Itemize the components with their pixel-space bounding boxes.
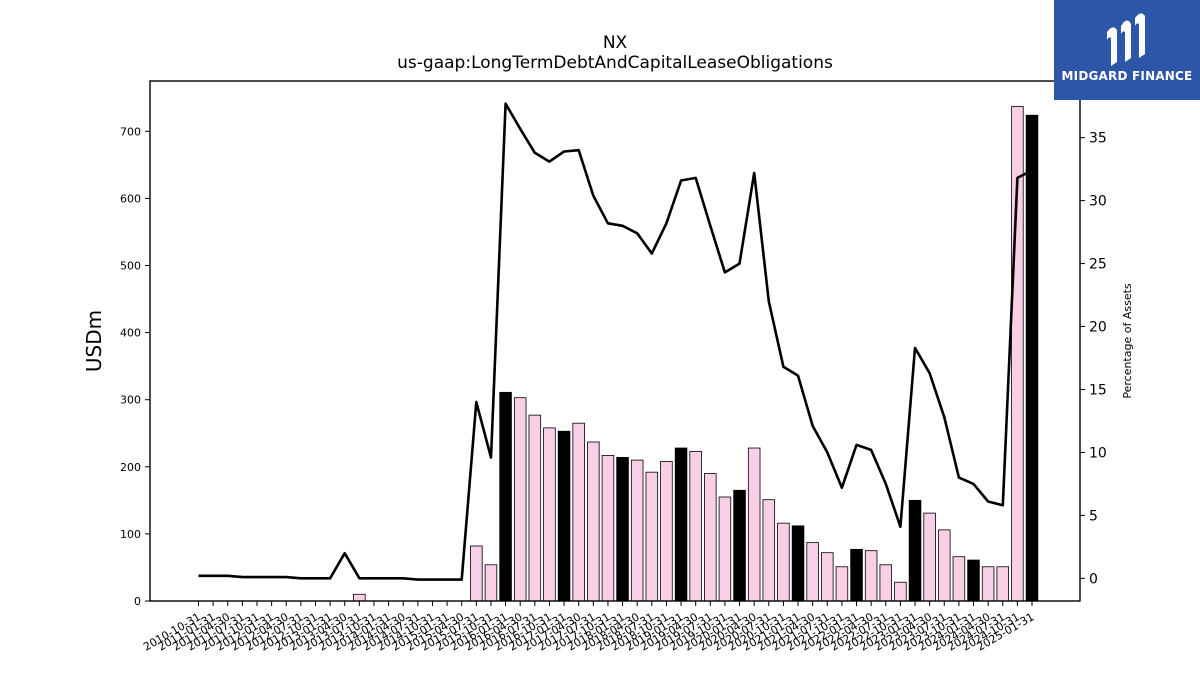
bar-2013-07-31 — [353, 593, 366, 602]
bar-2022-10-31 — [894, 581, 907, 602]
bar-2025-01-31 — [1025, 114, 1039, 602]
bar-2017-10-31 — [601, 454, 615, 602]
chart-subtitle: us-gaap:LongTermDebtAndCapitalLeaseOblig… — [397, 53, 833, 73]
percentage-of-assets-line — [198, 102, 1033, 581]
bar-2023-01-31 — [908, 499, 922, 602]
bar-2020-07-31 — [762, 499, 776, 602]
chart-title: NX — [603, 33, 628, 53]
bar-2022-01-31 — [850, 548, 863, 602]
bar-2022-07-31 — [879, 564, 893, 602]
y2-tick-label-25: 25 — [1089, 257, 1107, 273]
bar-2022-04-30 — [864, 550, 878, 602]
y2-tick-label-0: 0 — [1089, 571, 1098, 587]
y-axis-label: USDm — [82, 310, 106, 372]
y-tick-label-200: 200 — [120, 461, 141, 474]
y-tick-label-100: 100 — [120, 528, 141, 541]
bar-2017-01-31 — [557, 430, 571, 602]
plot-frame — [149, 80, 1081, 602]
bar-2019-07-31 — [704, 473, 717, 602]
bar-2020-10-31 — [777, 522, 790, 602]
bar-2016-01-31 — [499, 391, 512, 602]
bar-2018-04-30 — [630, 459, 644, 602]
bar-2017-04-30 — [572, 422, 585, 602]
bar-2015-07-31 — [470, 545, 483, 602]
bar-2018-07-31 — [645, 471, 659, 602]
bar-2016-07-31 — [528, 414, 542, 602]
plot-area: 0100200300400500600700051015202530352010… — [120, 80, 1107, 654]
bar-2023-07-31 — [938, 529, 951, 602]
bar-2021-10-31 — [835, 566, 849, 602]
brand-logo: MIDGARD FINANCE — [1054, 0, 1200, 100]
y2-tick-label-30: 30 — [1089, 194, 1107, 210]
midgard-logo-icon — [1107, 13, 1145, 66]
y2-tick-label-10: 10 — [1089, 445, 1107, 461]
bar-2019-04-30 — [689, 450, 702, 602]
bar-2016-04-30 — [513, 397, 527, 602]
bar-2018-10-31 — [660, 461, 673, 602]
y-tick-label-300: 300 — [120, 394, 141, 407]
bar-2019-10-31 — [718, 496, 732, 602]
bar-2023-04-30 — [923, 512, 936, 602]
bar-2015-10-31 — [484, 564, 498, 602]
bar-2017-07-31 — [587, 441, 600, 602]
y-tick-label-600: 600 — [120, 192, 141, 205]
y2-axis-label: Percentage of Assets — [1121, 283, 1134, 399]
y2-tick-label-15: 15 — [1089, 382, 1107, 398]
bar-2020-04-30 — [747, 447, 761, 602]
y2-tick-label-5: 5 — [1089, 508, 1098, 524]
bar-2021-04-30 — [806, 542, 819, 602]
y2-tick-label-20: 20 — [1089, 320, 1107, 336]
bar-2019-01-31 — [674, 447, 688, 602]
bar-2018-01-31 — [616, 457, 629, 602]
bar-2024-01-31 — [967, 559, 980, 602]
y-tick-label-0: 0 — [134, 595, 141, 608]
bar-2023-10-31 — [952, 556, 966, 602]
bar-2021-07-31 — [821, 552, 834, 602]
y-tick-label-700: 700 — [120, 125, 141, 138]
y-tick-label-500: 500 — [120, 260, 141, 273]
bar-2021-01-31 — [791, 525, 805, 602]
y2-tick-label-35: 35 — [1089, 131, 1107, 147]
bar-2020-01-31 — [733, 489, 746, 602]
bar-2024-04-30 — [981, 566, 995, 602]
brand-name: MIDGARD FINANCE — [1061, 69, 1193, 83]
bar-2016-10-31 — [543, 427, 556, 602]
y-tick-label-400: 400 — [120, 327, 141, 340]
bar-2024-07-31 — [996, 566, 1010, 602]
